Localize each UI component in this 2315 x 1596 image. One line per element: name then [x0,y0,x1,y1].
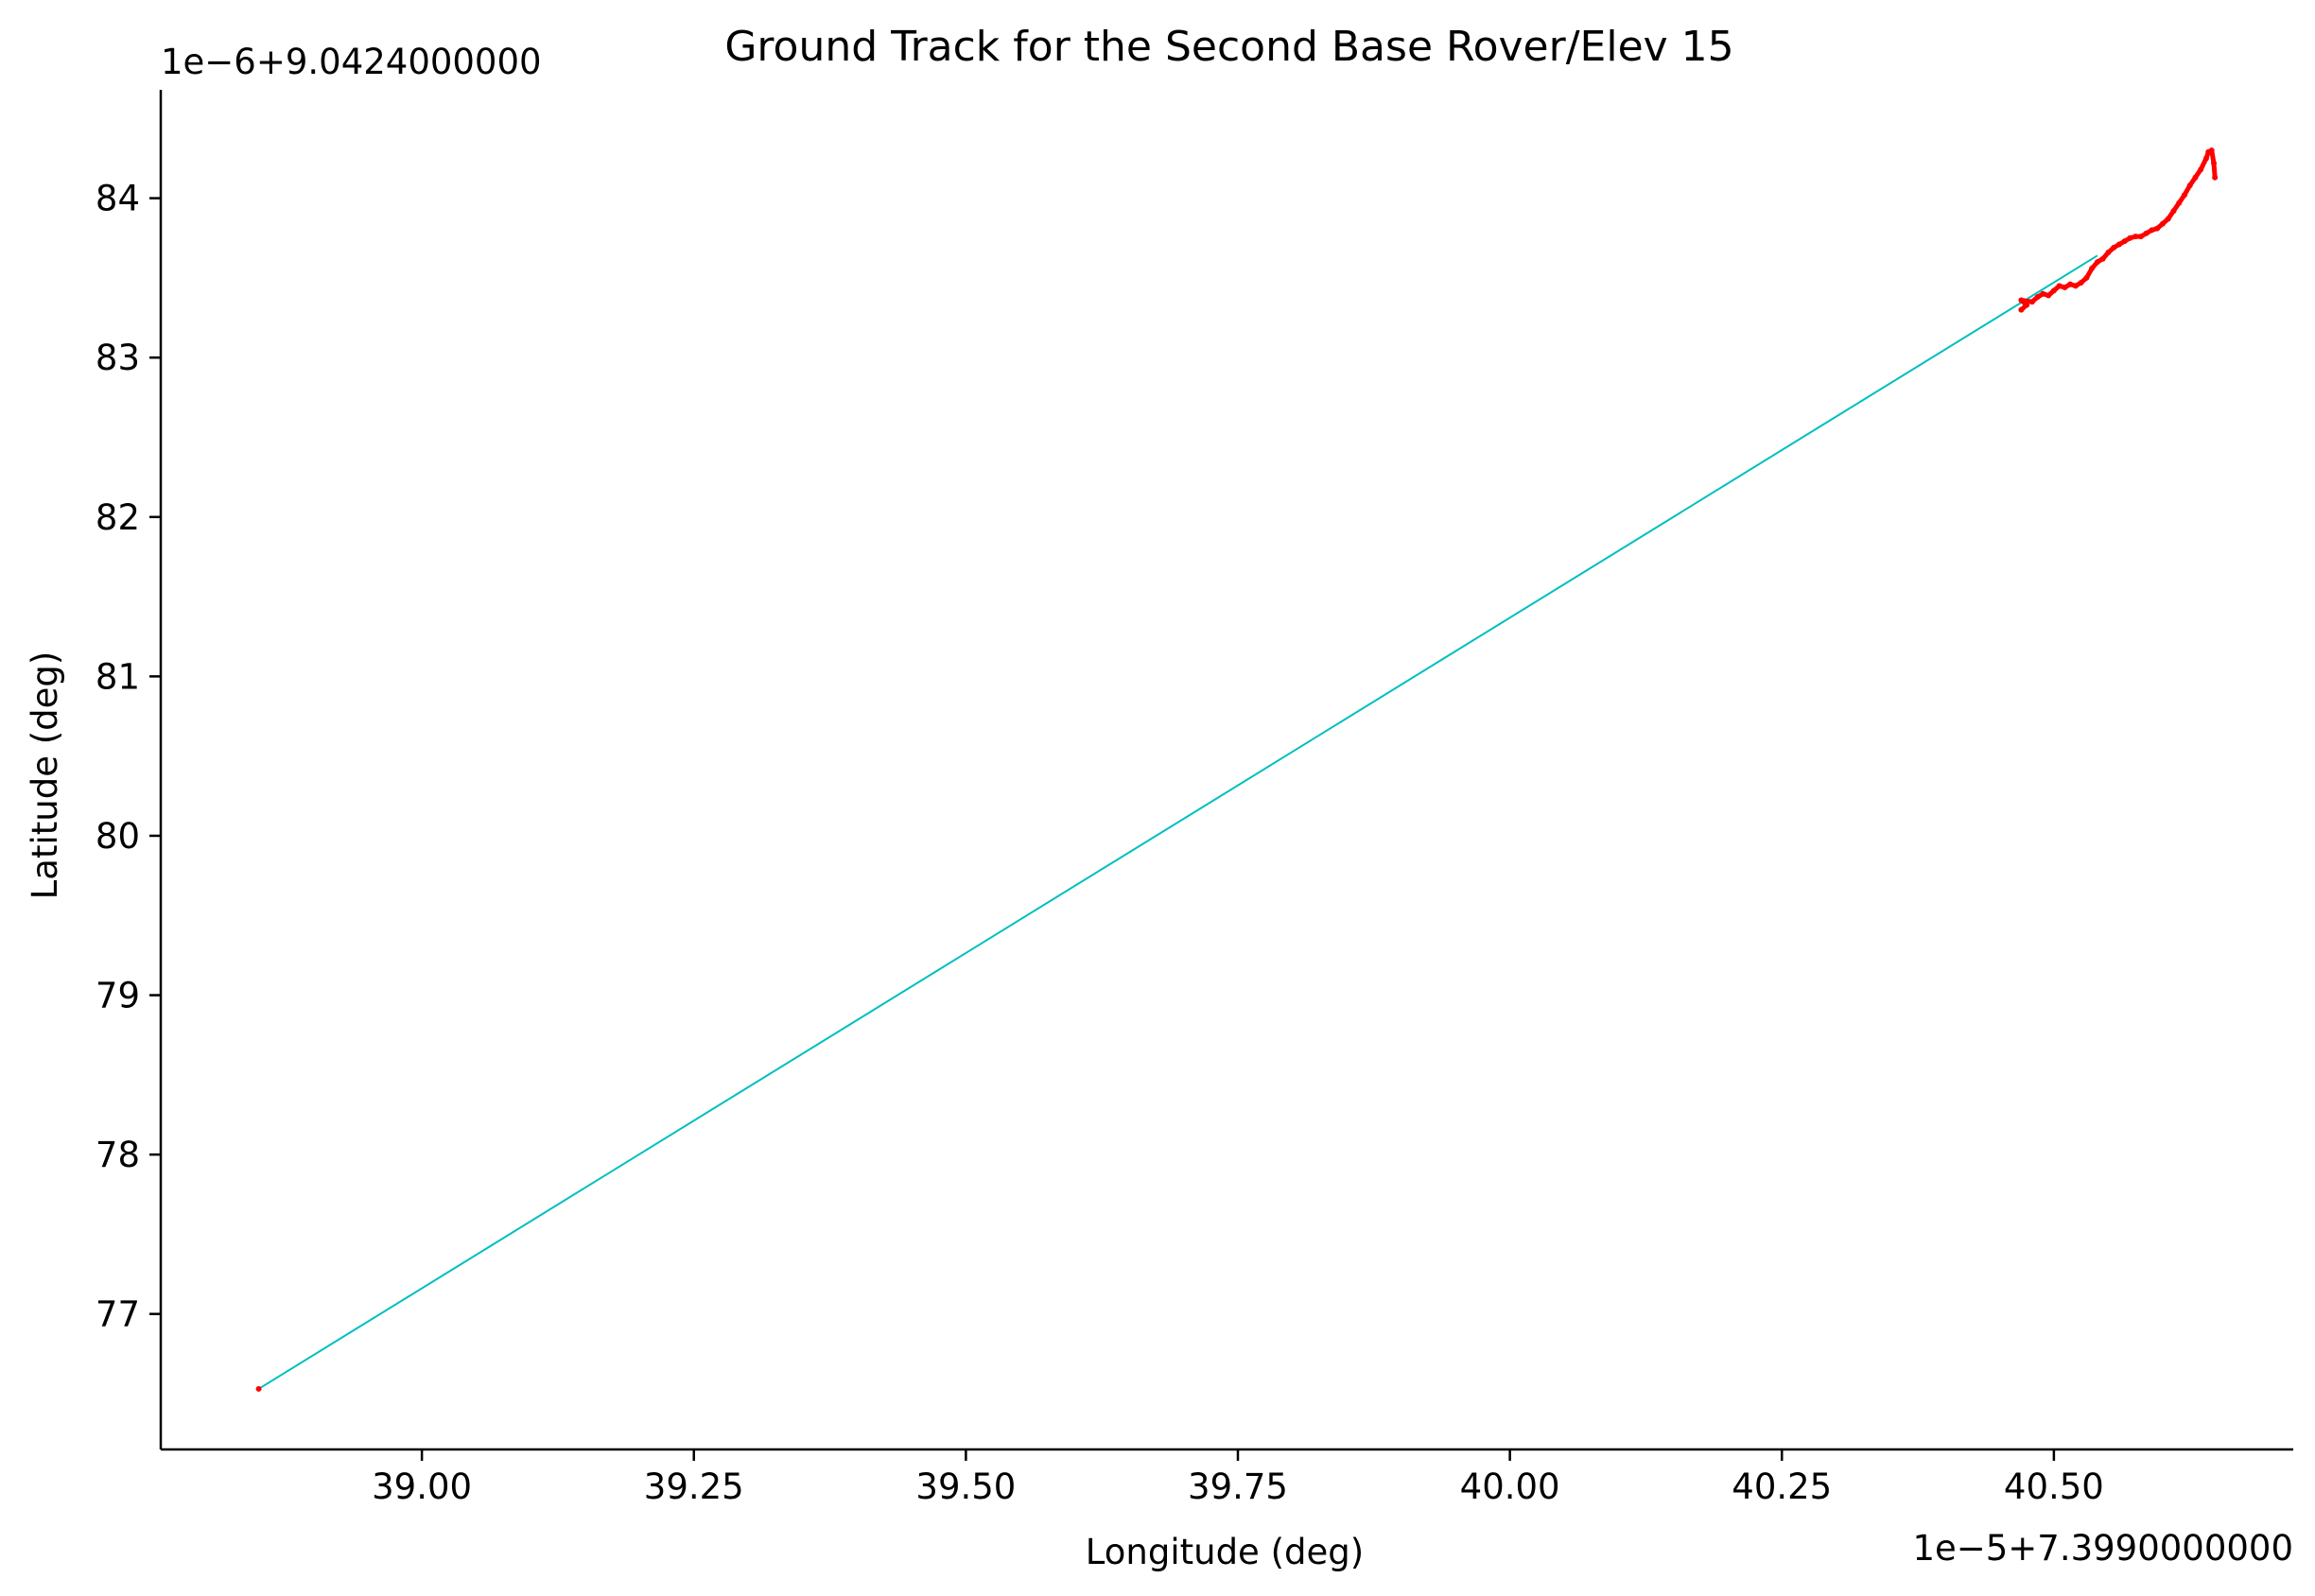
track-point [2186,182,2193,189]
track-point [2212,174,2219,181]
track-points-trace [2018,147,2218,312]
track-point [2211,160,2218,166]
track-point [2050,287,2057,294]
y-tick-label: 83 [96,338,140,378]
track-point [2089,265,2096,271]
y-tick-label: 80 [96,816,140,857]
track-point [2045,292,2052,299]
ticks: 39.00 39.25 39.50 39.75 40.00 40.25 40.50 77 78 7… [96,179,2104,1507]
x-axis-offset-text: 1e−5+7.3990000000 [1912,1528,2293,1569]
track-point [2159,220,2166,227]
track-point [2165,216,2171,222]
track-point [2137,234,2144,240]
x-tick-label: 40.25 [1732,1466,1832,1507]
track-point [2132,234,2139,240]
x-tick-label: 40.50 [2004,1466,2104,1507]
y-tick-label: 77 [96,1294,140,1335]
track-point [2062,285,2068,291]
y-tick-label: 81 [96,656,140,697]
track-point [2149,227,2155,234]
y-tick-label: 82 [96,497,140,538]
track-point [2072,283,2079,289]
track-point [2067,281,2074,287]
track-point [2208,147,2215,154]
track-point [2024,302,2030,308]
track-point [2143,230,2150,236]
track-point [2170,208,2177,215]
track-point [2202,155,2209,162]
y-tick-label: 84 [96,179,140,219]
x-tick-label: 39.50 [915,1466,1016,1507]
track-point [2181,192,2187,199]
track-point [2078,279,2084,286]
track-point [2056,283,2063,289]
x-tick-label: 39.75 [1188,1466,1288,1507]
y-tick-label: 79 [96,976,140,1016]
track-point [2105,249,2112,255]
track-point [2018,306,2025,313]
y-axis-offset-text: 1e−6+9.0424000000 [161,42,542,82]
x-tick-label: 39.25 [644,1466,744,1507]
track-point [2154,225,2161,232]
axes [159,90,2293,1451]
x-axis-label: Longitude (deg) [1086,1532,1364,1572]
plot-area [255,147,2219,1392]
track-point [2111,244,2117,251]
x-tick-label: 39.00 [372,1466,472,1507]
track-point [2198,166,2204,173]
track-point [2099,255,2106,262]
track-point [2040,290,2046,297]
track-point [2034,294,2041,301]
track-point [2018,297,2025,304]
track-point [2094,259,2100,266]
track-point [255,1385,262,1392]
track-point [2192,174,2199,181]
track-point [2127,234,2133,241]
chart-title: Ground Track for the Second Base Rover/E… [724,23,1733,71]
y-axis-label: Latitude (deg) [25,651,65,900]
track-point [2083,274,2090,281]
track-line [258,254,2098,1390]
track-point [2028,299,2035,305]
y-tick-label: 78 [96,1135,140,1175]
track-point [2176,200,2183,206]
track-point [2121,238,2128,245]
x-tick-label: 40.00 [1460,1466,1560,1507]
track-point [2115,241,2122,248]
